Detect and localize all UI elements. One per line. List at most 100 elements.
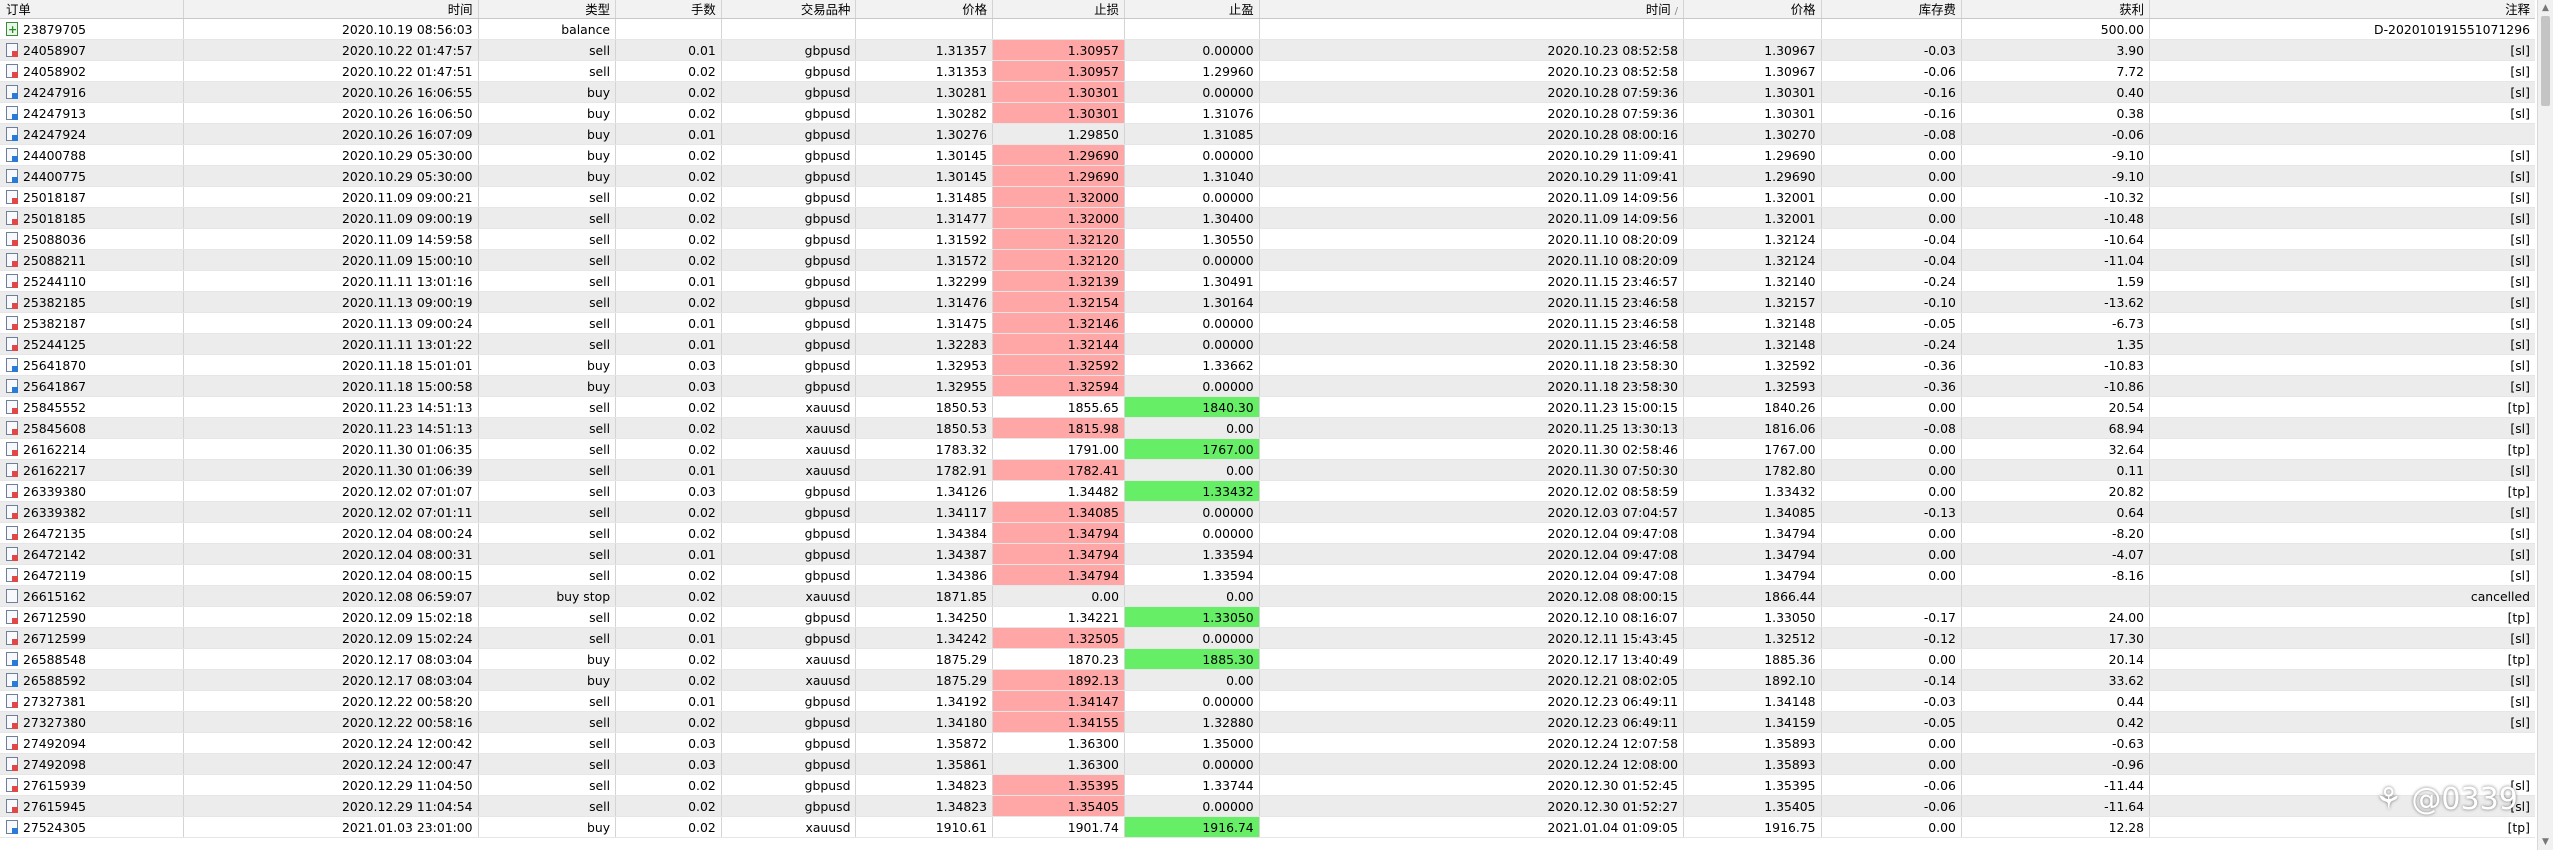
column-header-profit[interactable]: 获利 <box>1962 0 2151 18</box>
cell-lots: 0.01 <box>616 691 722 711</box>
scrollbar-thumb[interactable] <box>2541 16 2550 106</box>
column-header-symbol[interactable]: 交易品种 <box>722 0 857 18</box>
table-row[interactable]: 25382185 2020.11.13 09:00:19 sell 0.02 gbpus… <box>0 292 2535 313</box>
table-row[interactable]: 25382187 2020.11.13 09:00:24 sell 0.01 gbpus… <box>0 313 2535 334</box>
column-header-comment[interactable]: 注释 <box>2150 0 2535 18</box>
cell-open-time: 2020.12.02 07:01:11 <box>184 502 479 522</box>
column-header-stop-loss[interactable]: 止损 <box>993 0 1125 18</box>
cell-close-time: 2020.10.28 07:59:36 <box>1260 82 1685 102</box>
cell-stop-loss: 1.34147 <box>993 691 1125 711</box>
cell-swap: -0.10 <box>1822 292 1962 312</box>
column-header-lots[interactable]: 手数 <box>616 0 722 18</box>
cell-symbol: gbpusd <box>722 565 857 585</box>
cell-profit <box>1962 586 2151 606</box>
scroll-down-icon[interactable]: ▼ <box>2542 837 2549 847</box>
cell-swap: 0.00 <box>1822 733 1962 753</box>
column-header-type[interactable]: 类型 <box>479 0 617 18</box>
cell-symbol: gbpusd <box>722 607 857 627</box>
cell-type: sell <box>479 250 617 270</box>
table-row[interactable]: 26588592 2020.12.17 08:03:04 buy 0.02 xauusd… <box>0 670 2535 691</box>
table-row[interactable]: 27327380 2020.12.22 00:58:16 sell 0.02 gbpus… <box>0 712 2535 733</box>
cell-comment: [sl] <box>2510 505 2530 520</box>
table-row[interactable]: 27615945 2020.12.29 11:04:54 sell 0.02 gbpus… <box>0 796 2535 817</box>
column-header-take-profit[interactable]: 止盈 <box>1125 0 1260 18</box>
column-header-open-price[interactable]: 价格 <box>856 0 994 18</box>
cell-take-profit: 1.33594 <box>1125 544 1260 564</box>
table-row[interactable]: 24247916 2020.10.26 16:06:55 buy 0.02 gbpusd… <box>0 82 2535 103</box>
cell-comment <box>2150 754 2535 774</box>
table-row[interactable]: 24247924 2020.10.26 16:07:09 buy 0.01 gbpusd… <box>0 124 2535 145</box>
scroll-up-icon[interactable]: ▲ <box>2542 3 2549 13</box>
cell-close-price: 1.32140 <box>1684 271 1822 291</box>
table-row[interactable]: 26162214 2020.11.30 01:06:35 sell 0.02 xauus… <box>0 439 2535 460</box>
cell-type: sell <box>479 481 617 501</box>
sell-order-icon <box>6 253 18 267</box>
cell-take-profit: 1916.74 <box>1124 817 1260 837</box>
table-row[interactable]: 25088036 2020.11.09 14:59:58 sell 0.02 gbpus… <box>0 229 2535 250</box>
cell-comment: [sl] <box>2510 799 2530 814</box>
table-row[interactable]: 27327381 2020.12.22 00:58:20 sell 0.01 gbpus… <box>0 691 2535 712</box>
column-header-swap[interactable]: 库存费 <box>1822 0 1962 18</box>
cell-comment: [sl] <box>2510 211 2530 226</box>
cell-take-profit: 1.30550 <box>1125 229 1260 249</box>
cell-comment: [sl] <box>2510 43 2530 58</box>
table-row[interactable]: 27492098 2020.12.24 12:00:47 sell 0.03 gbpus… <box>0 754 2535 775</box>
cell-close-price: 1.32512 <box>1684 628 1822 648</box>
table-row[interactable]: 24400775 2020.10.29 05:30:00 buy 0.02 gbpusd… <box>0 166 2535 187</box>
cell-open-price: 1.31357 <box>856 40 994 60</box>
cell-stop-loss <box>993 19 1125 39</box>
cell-comment: D-202010191551071296 <box>2374 22 2530 37</box>
table-row[interactable]: 25244125 2020.11.11 13:01:22 sell 0.01 gbpus… <box>0 334 2535 355</box>
table-row[interactable]: 25244110 2020.11.11 13:01:16 sell 0.01 gbpus… <box>0 271 2535 292</box>
table-row[interactable]: 25845608 2020.11.23 14:51:13 sell 0.02 xauus… <box>0 418 2535 439</box>
vertical-scrollbar[interactable]: ▲ ▼ <box>2537 0 2553 850</box>
table-row[interactable]: 24058907 2020.10.22 01:47:57 sell 0.01 gbpus… <box>0 40 2535 61</box>
cell-open-price: 1.31485 <box>856 187 994 207</box>
table-row[interactable]: 26472119 2020.12.04 08:00:15 sell 0.02 gbpus… <box>0 565 2535 586</box>
cell-lots: 0.02 <box>616 208 722 228</box>
column-header-order[interactable]: 订单 <box>0 0 184 18</box>
table-row[interactable]: 26339380 2020.12.02 07:01:07 sell 0.03 gbpus… <box>0 481 2535 502</box>
cell-comment: [tp] <box>2507 820 2530 835</box>
cell-order: 25018187 <box>0 187 184 207</box>
cell-order: 26712599 <box>0 628 184 648</box>
table-row[interactable]: 27615939 2020.12.29 11:04:50 sell 0.02 gbpus… <box>0 775 2535 796</box>
table-row[interactable]: 26472142 2020.12.04 08:00:31 sell 0.01 gbpus… <box>0 544 2535 565</box>
cell-close-price: 1885.36 <box>1684 649 1822 669</box>
table-row[interactable]: 25641870 2020.11.18 15:01:01 buy 0.03 gbpusd… <box>0 355 2535 376</box>
table-row[interactable]: 24058902 2020.10.22 01:47:51 sell 0.02 gbpus… <box>0 61 2535 82</box>
table-row[interactable]: 25018185 2020.11.09 09:00:19 sell 0.02 gbpus… <box>0 208 2535 229</box>
table-row[interactable]: 25641867 2020.11.18 15:00:58 buy 0.03 gbpusd… <box>0 376 2535 397</box>
cell-close-time: 2020.10.28 08:00:16 <box>1260 124 1685 144</box>
cell-lots: 0.02 <box>616 187 722 207</box>
table-row[interactable]: 24247913 2020.10.26 16:06:50 buy 0.02 gbpusd… <box>0 103 2535 124</box>
table-row[interactable]: 26162217 2020.11.30 01:06:39 sell 0.01 xauus… <box>0 460 2535 481</box>
cell-open-price <box>856 19 994 39</box>
table-row[interactable]: 26615162 2020.12.08 06:59:07 buy stop 0.02 x… <box>0 586 2535 607</box>
table-row[interactable]: 26588548 2020.12.17 08:03:04 buy 0.02 xauusd… <box>0 649 2535 670</box>
column-header-close-time[interactable]: 时间 / <box>1260 0 1685 18</box>
column-header-open-time[interactable]: 时间 <box>184 0 479 18</box>
table-row[interactable]: 25018187 2020.11.09 09:00:21 sell 0.02 gbpus… <box>0 187 2535 208</box>
table-row[interactable]: 25088211 2020.11.09 15:00:10 sell 0.02 gbpus… <box>0 250 2535 271</box>
cell-symbol: gbpusd <box>722 628 857 648</box>
cell-take-profit: 0.00000 <box>1125 313 1260 333</box>
table-row[interactable]: 27492094 2020.12.24 12:00:42 sell 0.03 gbpus… <box>0 733 2535 754</box>
table-row[interactable]: 25845552 2020.11.23 14:51:13 sell 0.02 xauus… <box>0 397 2535 418</box>
cell-take-profit: 0.00000 <box>1125 82 1260 102</box>
column-header-close-price[interactable]: 价格 <box>1684 0 1822 18</box>
cell-close-time: 2020.10.29 11:09:41 <box>1260 166 1685 186</box>
table-row[interactable]: 26472135 2020.12.04 08:00:24 sell 0.02 gbpus… <box>0 523 2535 544</box>
table-row[interactable]: 27524305 2021.01.03 23:01:00 buy 0.02 xauusd… <box>0 817 2535 838</box>
cell-take-profit: 0.00 <box>1125 586 1260 606</box>
table-row[interactable]: 24400788 2020.10.29 05:30:00 buy 0.02 gbpusd… <box>0 145 2535 166</box>
cell-lots: 0.02 <box>616 649 722 669</box>
table-row[interactable]: 26712590 2020.12.09 15:02:18 sell 0.02 gbpus… <box>0 607 2535 628</box>
table-row[interactable]: 26339382 2020.12.02 07:01:11 sell 0.02 gbpus… <box>0 502 2535 523</box>
table-row[interactable]: 26712599 2020.12.09 15:02:24 sell 0.01 gbpus… <box>0 628 2535 649</box>
cell-stop-loss: 1782.41 <box>993 460 1125 480</box>
cell-close-time: 2020.12.17 13:40:49 <box>1260 649 1685 669</box>
cell-close-time: 2020.11.18 23:58:30 <box>1260 355 1685 375</box>
cell-open-time: 2020.12.17 08:03:04 <box>184 670 479 690</box>
